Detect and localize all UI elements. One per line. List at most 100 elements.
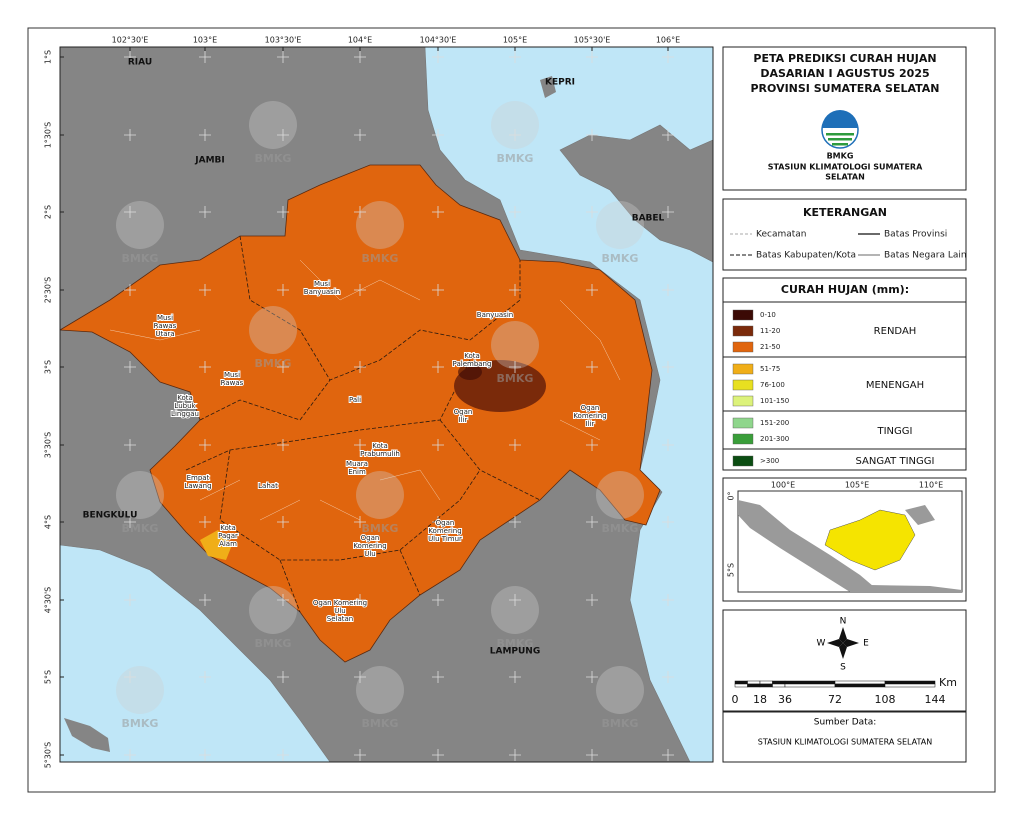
region-label: BABEL	[632, 214, 665, 224]
graticule-cross	[354, 594, 366, 606]
watermark-logo	[116, 666, 164, 714]
scale-label: 36	[778, 693, 792, 706]
scale-unit: Km	[939, 676, 957, 689]
latitude-label: 5°S	[44, 670, 53, 684]
watermark-text: BMKG	[362, 717, 399, 730]
district-label: Komering	[428, 527, 461, 535]
district-label: Empat	[187, 474, 210, 482]
graticule-cross	[124, 361, 136, 373]
district-label: Lahat	[258, 482, 278, 490]
region-label: KEPRI	[545, 78, 575, 88]
legend-item: Batas Negara Lain	[884, 251, 967, 261]
graticule-cross	[277, 361, 289, 373]
district-label: Palembang	[453, 360, 492, 368]
scale-label: 108	[875, 693, 896, 706]
district-label: Ogan	[581, 404, 600, 412]
district-label: Linggau	[171, 410, 199, 418]
legend-swatch	[732, 309, 754, 321]
watermark-logo	[249, 586, 297, 634]
graticule-cross	[277, 749, 289, 761]
region-label: BENGKULU	[83, 511, 138, 521]
district-label: Alam	[219, 540, 237, 548]
title-line: PROVINSI SUMATERA SELATAN	[750, 82, 939, 95]
legend-group-name: RENDAH	[874, 326, 917, 337]
graticule-cross	[662, 206, 674, 218]
source-box: Sumber Data: STASIUN KLIMATOLOGI SUMATER…	[722, 711, 967, 763]
latitude-label: 2°30'S	[44, 277, 53, 304]
graticule-cross	[432, 206, 444, 218]
watermark-logo	[596, 666, 644, 714]
graticule-cross	[354, 439, 366, 451]
longitude-label: 106°E	[656, 36, 680, 45]
inset-longitude-label: 100°E	[771, 481, 795, 490]
graticule-cross	[354, 361, 366, 373]
graticule-cross	[662, 439, 674, 451]
station-line: SELATAN	[825, 173, 865, 182]
longitude-label: 104°E	[348, 36, 372, 45]
district-label: Rawas	[154, 322, 177, 330]
district-label: Banyuasin	[304, 288, 340, 296]
legend-swatch	[732, 325, 754, 337]
inset-land	[738, 500, 880, 592]
scale-label: 0	[732, 693, 739, 706]
graticule-cross	[509, 51, 521, 63]
district-label: Enim	[348, 468, 366, 476]
latitude-label: 1°S	[44, 50, 53, 64]
graticule-cross	[432, 439, 444, 451]
graticule-cross	[354, 129, 366, 141]
legend-class-label: 151-200	[760, 419, 789, 427]
district-label: Lubuk	[174, 402, 196, 410]
inset-latitude-label: 0°	[727, 491, 736, 500]
graticule-cross	[662, 129, 674, 141]
legend-title: CURAH HUJAN (mm):	[781, 283, 909, 296]
watermark-text: BMKG	[362, 252, 399, 265]
graticule-cross	[586, 594, 598, 606]
panel-box	[722, 609, 967, 712]
district-label: Ogan	[361, 534, 380, 542]
district-label: Ilir	[586, 420, 595, 428]
district-label: Musi	[224, 371, 240, 379]
district-label: Kota	[220, 524, 236, 532]
latitude-label: 5°30'S	[44, 742, 53, 769]
legend-swatch	[732, 341, 754, 353]
graticule-cross	[509, 439, 521, 451]
scale-segment	[784, 680, 836, 685]
inset-land	[870, 585, 962, 592]
latitude-label: 4°30'S	[44, 587, 53, 614]
district-label: Kota	[464, 352, 480, 360]
scale-segment	[747, 680, 761, 685]
watermark-text: BMKG	[602, 252, 639, 265]
legend-item: Batas Kabupaten/Kota	[756, 251, 856, 261]
inset-province	[824, 509, 916, 571]
graticule-cross	[509, 284, 521, 296]
graticule-cross	[586, 129, 598, 141]
region-label: RIAU	[128, 58, 152, 68]
graticule-cross	[432, 749, 444, 761]
watermark-logo	[491, 586, 539, 634]
graticule-cross	[124, 594, 136, 606]
watermark-text: BMKG	[122, 717, 159, 730]
graticule-cross	[199, 516, 211, 528]
graticule-cross	[509, 516, 521, 528]
graticule-cross	[586, 516, 598, 528]
scale-segment	[734, 683, 748, 688]
graticule-cross	[199, 51, 211, 63]
rainfall-legend-box: CURAH HUJAN (mm): 0-10 11-20 21-50 RENDAH 51…	[722, 277, 967, 471]
watermarks: BMKG BMKG BMKG BMKG BMKG BMKG BMKG BMKG BMKG BMKG…	[116, 101, 644, 730]
graticule-cross	[277, 516, 289, 528]
legend-swatch	[732, 455, 754, 467]
scale-label: 144	[925, 693, 946, 706]
district-label: Kota	[177, 394, 193, 402]
watermark-text: BMKG	[497, 372, 534, 385]
graticule-cross	[432, 361, 444, 373]
land-bangka	[559, 124, 713, 263]
legend-group-name: SANGAT TINGGI	[856, 456, 935, 467]
district-label: Kota	[372, 442, 388, 450]
watermark-logo	[249, 306, 297, 354]
scale-segment	[759, 683, 773, 688]
graticule-cross	[432, 51, 444, 63]
map-panel: BMKG BMKG BMKG BMKG BMKG BMKG BMKG BMKG BMKG BMKG…	[44, 36, 714, 769]
district-label: Ilir	[459, 416, 468, 424]
watermark-text: BMKG	[255, 637, 292, 650]
